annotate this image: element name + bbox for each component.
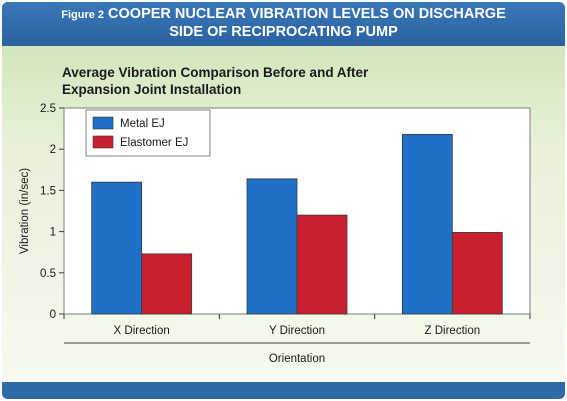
x-tick-label: Z Direction: [425, 325, 481, 337]
legend-swatch: [92, 135, 114, 149]
x-tick-label: Y Direction: [269, 325, 325, 337]
bar-elastomer-ej-z-direction: [451, 232, 503, 315]
y-tick-label: 0: [50, 309, 56, 321]
figure-header: Figure 2 COOPER NUCLEAR VIBRATION LEVELS …: [2, 2, 565, 46]
y-tick-label: 1: [50, 227, 56, 239]
legend-entry: Elastomer EJ: [120, 137, 188, 149]
y-tick-label: 2.5: [40, 103, 56, 115]
bar-metal-ej-y-direction: [246, 178, 298, 315]
figure-title-text: COOPER NUCLEAR VIBRATION LEVELS ON DISCH…: [108, 6, 506, 22]
bar-metal-ej-z-direction: [401, 133, 453, 315]
y-tick-label: 0.5: [40, 268, 56, 280]
figure-label: Figure 2: [61, 9, 105, 21]
y-axis-label: Vibration (in/sec): [19, 168, 31, 254]
chart-title-line1: Average Vibration Comparison Before and …: [62, 65, 369, 80]
y-tick-label: 2: [50, 144, 56, 156]
y-tick-label: 1.5: [40, 185, 56, 197]
footer-bar: [2, 382, 565, 399]
legend-entry: Metal EJ: [120, 118, 165, 130]
chart-panel: Average Vibration Comparison Before and …: [2, 46, 565, 382]
bar-elastomer-ej-y-direction: [296, 214, 348, 315]
bar-chart: 0 0.5 1 1.5 2 2.5 Vibration (in/sec) X Directio…: [19, 103, 531, 365]
legend-swatch: [92, 116, 114, 130]
bar-elastomer-ej-x-direction: [141, 253, 193, 315]
x-axis-label: Orientation: [269, 353, 325, 365]
chart-title-line2: Expansion Joint Installation: [62, 82, 242, 97]
x-tick-label: X Direction: [114, 325, 170, 337]
bar-metal-ej-x-direction: [91, 181, 143, 315]
figure-title-line2: SIDE OF RECIPROCATING PUMP: [169, 24, 398, 40]
figure-title-line1: Figure 2 COOPER NUCLEAR VIBRATION LEVELS …: [2, 6, 565, 24]
chart-title: Average Vibration Comparison Before and …: [62, 64, 522, 98]
